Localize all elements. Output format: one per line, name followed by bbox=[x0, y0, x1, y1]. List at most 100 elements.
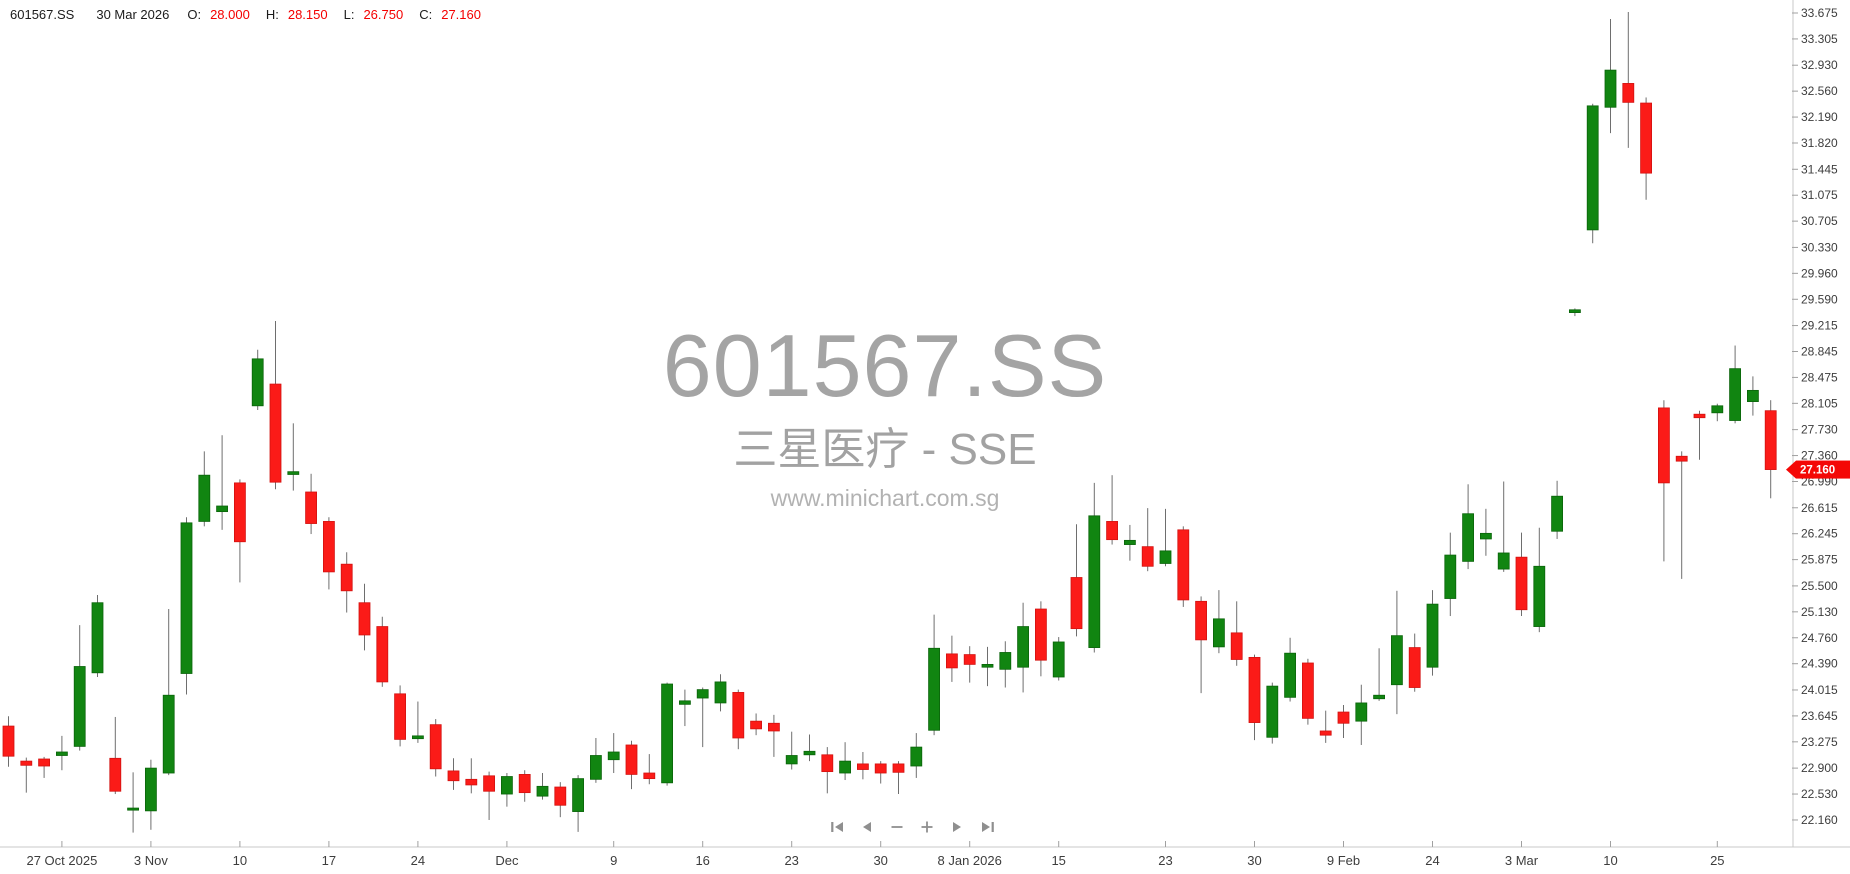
candlestick bbox=[1106, 475, 1118, 545]
last-date-label: 30 Mar 2026 bbox=[96, 7, 170, 22]
candlestick bbox=[1070, 524, 1083, 637]
zoom-out-button[interactable] bbox=[886, 816, 908, 838]
candlestick bbox=[1622, 11, 1635, 148]
candlestick bbox=[536, 773, 549, 800]
candlestick bbox=[1729, 345, 1741, 424]
date-tick-label: 25 bbox=[1710, 853, 1724, 868]
candlestick bbox=[1711, 403, 1724, 422]
plus-icon bbox=[920, 820, 934, 834]
candlestick bbox=[892, 761, 905, 795]
candlestick bbox=[2, 716, 15, 767]
candlestick bbox=[1693, 410, 1706, 460]
candlestick bbox=[1052, 637, 1065, 681]
candlestick bbox=[358, 583, 371, 651]
step-back-button[interactable] bbox=[856, 816, 878, 838]
chart-nav-controls bbox=[826, 816, 998, 838]
date-tick-label: 9 bbox=[610, 853, 617, 868]
candlestick bbox=[1569, 308, 1581, 317]
candlestick bbox=[287, 423, 300, 491]
candlestick bbox=[38, 756, 50, 778]
candlestick bbox=[1462, 484, 1474, 570]
zoom-in-button[interactable] bbox=[916, 816, 938, 838]
last-price-tag: 27.160 bbox=[1786, 460, 1850, 479]
skip-to-end-button[interactable] bbox=[976, 816, 998, 838]
candlestick bbox=[1213, 590, 1225, 654]
candlestick bbox=[1195, 596, 1207, 694]
candlestick bbox=[1408, 633, 1421, 692]
candlestick bbox=[109, 716, 122, 795]
date-tick-label: 9 Feb bbox=[1327, 853, 1360, 868]
candlestick bbox=[785, 731, 798, 770]
low-value: 26.750 bbox=[363, 7, 404, 22]
date-tick-label: 16 bbox=[695, 853, 709, 868]
candlestick bbox=[1177, 526, 1190, 607]
candlestick bbox=[162, 609, 175, 776]
candlestick bbox=[1604, 18, 1617, 134]
date-tick-label: 30 bbox=[873, 853, 887, 868]
candlestick bbox=[679, 689, 691, 727]
candlestick bbox=[1586, 103, 1599, 244]
price-tick-label: 26.615 bbox=[1801, 501, 1838, 515]
candles bbox=[2, 11, 1777, 833]
date-tick-label: 30 bbox=[1247, 853, 1261, 868]
price-tick-label: 33.305 bbox=[1801, 32, 1838, 46]
candlestick bbox=[144, 759, 157, 830]
candlestick bbox=[821, 747, 834, 794]
candlestick bbox=[251, 349, 264, 411]
candlestick bbox=[625, 740, 638, 790]
last-price-tag-label: 27.160 bbox=[1800, 465, 1835, 477]
price-tick-label: 31.075 bbox=[1801, 188, 1838, 202]
candlestick bbox=[857, 751, 869, 780]
candlestick bbox=[1640, 97, 1652, 200]
candlestick bbox=[411, 701, 424, 743]
candlestick bbox=[999, 641, 1012, 688]
close-label: C: bbox=[419, 7, 433, 22]
candlestick bbox=[1035, 601, 1047, 677]
candlestick bbox=[1302, 658, 1314, 725]
price-tick-label: 24.390 bbox=[1801, 657, 1838, 671]
open-label: O: bbox=[187, 7, 202, 22]
price-tick-label: 32.190 bbox=[1801, 110, 1838, 124]
candlestick bbox=[340, 552, 353, 613]
minus-icon bbox=[890, 820, 904, 834]
date-tick-label: 23 bbox=[784, 853, 798, 868]
candlestick bbox=[91, 595, 104, 678]
date-axis: 27 Oct 2025 3 Nov 10 17 24 Dec 9 16 23 30 8 Jan 20… bbox=[0, 841, 1850, 868]
date-tick-label: 15 bbox=[1051, 853, 1065, 868]
price-tick-label: 32.930 bbox=[1801, 58, 1838, 72]
price-tick-label: 29.590 bbox=[1801, 292, 1838, 306]
symbol-label: 601567.SS bbox=[10, 7, 75, 22]
candlestick bbox=[73, 625, 86, 751]
price-tick-label: 32.560 bbox=[1801, 84, 1838, 98]
price-tick-label: 24.015 bbox=[1801, 683, 1838, 697]
candlestick bbox=[1230, 601, 1243, 666]
candlestick bbox=[1747, 376, 1759, 416]
candlestick bbox=[981, 646, 994, 687]
date-tick-label: 23 bbox=[1158, 853, 1172, 868]
candlestick bbox=[322, 517, 335, 590]
close-value: 27.160 bbox=[441, 7, 481, 22]
left-triangle-icon bbox=[860, 820, 874, 834]
price-tick-label: 27.360 bbox=[1801, 449, 1838, 463]
candlestick bbox=[661, 682, 673, 786]
candlestick bbox=[1088, 482, 1101, 653]
price-tick-label: 29.215 bbox=[1801, 319, 1838, 333]
date-tick-label: 10 bbox=[1603, 853, 1617, 868]
candlestick bbox=[305, 473, 318, 535]
candlestick bbox=[1764, 400, 1777, 499]
price-tick-label: 25.130 bbox=[1801, 605, 1838, 619]
price-axis: 33.675 33.305 32.930 32.560 32.190 31.820 31.4… bbox=[1792, 0, 1838, 847]
price-tick-label: 28.475 bbox=[1801, 370, 1838, 384]
step-forward-button[interactable] bbox=[946, 816, 968, 838]
candlestick bbox=[1515, 532, 1528, 617]
candlestick bbox=[1426, 590, 1439, 676]
skip-to-start-button[interactable] bbox=[826, 816, 848, 838]
price-tick-label: 31.820 bbox=[1801, 136, 1838, 150]
candlestick bbox=[803, 734, 816, 762]
candlestick bbox=[500, 773, 513, 807]
candlestick bbox=[696, 687, 709, 748]
candlestick bbox=[56, 735, 68, 771]
candlestick bbox=[127, 772, 139, 833]
candlestick bbox=[750, 713, 762, 736]
